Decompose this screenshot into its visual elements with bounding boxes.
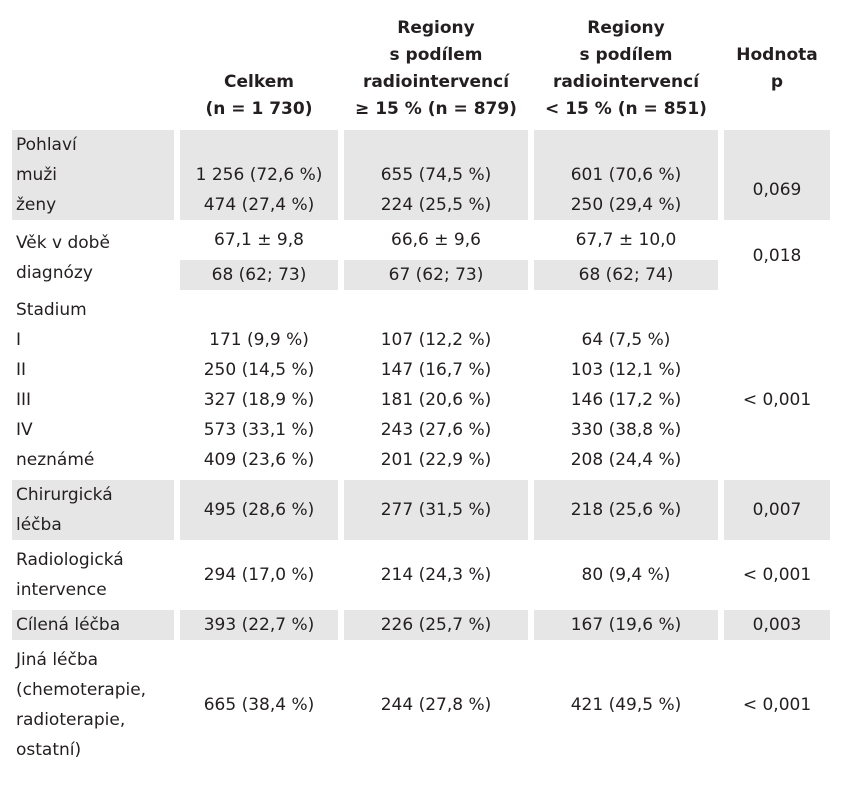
header-regiony-low: Regiony s podílem radiointervencí < 15 %… xyxy=(545,18,707,119)
radiologicka-p: < 0,001 xyxy=(742,565,812,585)
header-row: Celkem (n = 1 730) Regiony s podílem rad… xyxy=(12,15,830,125)
pohlavi-celkem-cell: 1 256 (72,6 %) 474 (27,4 %) xyxy=(180,130,338,220)
jina-celkem: 665 (38,4 %) xyxy=(203,695,315,715)
header-celkem: Celkem (n = 1 730) xyxy=(205,72,313,119)
row-pohlavi: Pohlaví muži ženy 1 256 (72,6 %) 474 (27… xyxy=(12,130,830,220)
vek-median-celkem: 68 (62; 73) xyxy=(180,260,338,290)
stadium-low-cell: 64 (7,5 %) 103 (12,1 %) 146 (17,2 %) 330… xyxy=(570,330,682,470)
row-vek-mean: Věk v době diagnózy 67,1 ± 9,8 66,6 ± 9,… xyxy=(12,225,830,283)
stadium-high-cell: 107 (12,2 %) 147 (16,7 %) 181 (20,6 %) 2… xyxy=(380,330,492,470)
radiologicka-label-cell: Radiologická intervence xyxy=(16,550,124,600)
row-jina: Jiná léčba (chemoterapie, radioterapie, … xyxy=(12,645,830,765)
vek-median-low: 68 (62; 74) xyxy=(534,260,718,290)
pohlavi-low-cell: 601 (70,6 %) 250 (29,4 %) xyxy=(534,130,718,220)
jina-high: 244 (27,8 %) xyxy=(380,695,492,715)
jina-p: < 0,001 xyxy=(742,695,812,715)
chirurgicka-p: 0,007 xyxy=(724,480,830,540)
pohlavi-p-cell: 0,069 xyxy=(724,130,830,220)
chirurgicka-low: 218 (25,6 %) xyxy=(534,480,718,540)
radiologicka-high: 214 (24,3 %) xyxy=(380,565,492,585)
cilena-high: 226 (25,7 %) xyxy=(344,610,528,640)
jina-label-cell: Jiná léčba (chemoterapie, radioterapie, … xyxy=(16,650,147,760)
vek-mean-low: 67,7 ± 10,0 xyxy=(575,230,677,250)
radiologicka-celkem: 294 (17,0 %) xyxy=(203,565,315,585)
row-stadium: Stadium I II III IV neznámé 171 (9,9 %) … xyxy=(12,295,830,475)
row-radiologicka: Radiologická intervence 294 (17,0 %) 214… xyxy=(12,545,830,605)
header-regiony-high: Regiony s podílem radiointervencí ≥ 15 %… xyxy=(355,18,517,119)
vek-mean-high: 66,6 ± 9,6 xyxy=(391,230,481,250)
header-empty xyxy=(12,15,174,125)
row-cilena: Cílená léčba 393 (22,7 %) 226 (25,7 %) 1… xyxy=(12,610,830,640)
vek-p-cell: 0,018 xyxy=(752,246,802,266)
row-chirurgicka: Chirurgická léčba 495 (28,6 %) 277 (31,5… xyxy=(12,480,830,540)
stadium-label-cell: Stadium I II III IV neznámé xyxy=(16,300,95,470)
chirurgicka-celkem: 495 (28,6 %) xyxy=(180,480,338,540)
vek-mean-celkem: 67,1 ± 9,8 xyxy=(214,230,304,250)
cilena-celkem: 393 (22,7 %) xyxy=(180,610,338,640)
chirurgicka-label-cell: Chirurgická léčba xyxy=(12,480,174,540)
pohlavi-label-cell: Pohlaví muži ženy xyxy=(12,130,174,220)
jina-low: 421 (49,5 %) xyxy=(570,695,682,715)
stadium-p-cell: < 0,001 xyxy=(742,390,812,410)
header-p-value: Hodnota p xyxy=(736,45,818,92)
results-table: Celkem (n = 1 730) Regiony s podílem rad… xyxy=(6,10,836,770)
cilena-p: 0,003 xyxy=(724,610,830,640)
row-vek-median: 68 (62; 73) 67 (62; 73) 68 (62; 74) xyxy=(12,260,830,290)
radiologicka-low: 80 (9,4 %) xyxy=(581,565,671,585)
stadium-celkem-cell: 171 (9,9 %) 250 (14,5 %) 327 (18,9 %) 57… xyxy=(203,330,315,470)
pohlavi-high-cell: 655 (74,5 %) 224 (25,5 %) xyxy=(344,130,528,220)
cilena-label: Cílená léčba xyxy=(12,610,174,640)
cilena-low: 167 (19,6 %) xyxy=(534,610,718,640)
vek-median-high: 67 (62; 73) xyxy=(344,260,528,290)
chirurgicka-high: 277 (31,5 %) xyxy=(344,480,528,540)
vek-label-cell: Věk v době diagnózy xyxy=(16,232,110,283)
